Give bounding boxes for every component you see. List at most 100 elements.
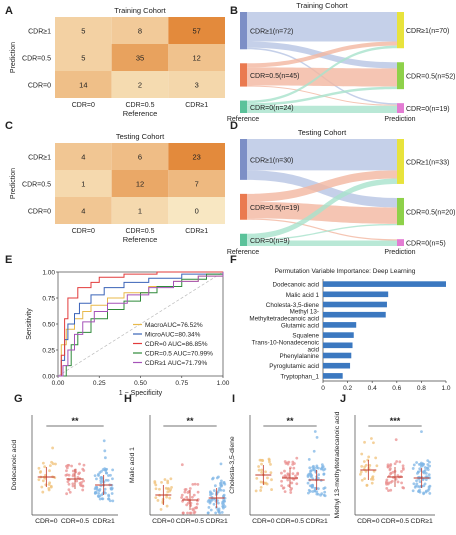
data-point — [191, 482, 195, 486]
data-point — [207, 506, 211, 509]
data-point — [411, 489, 415, 493]
x-tick-label: CDR≥1 — [206, 518, 228, 525]
heatmap-cell — [55, 71, 112, 98]
data-point — [188, 511, 192, 515]
data-point — [424, 471, 428, 475]
data-point — [170, 485, 173, 489]
data-point — [167, 487, 170, 490]
data-point — [369, 477, 373, 481]
data-point — [269, 471, 273, 475]
data-point — [388, 467, 392, 471]
heatmap-cell — [168, 143, 225, 170]
data-point — [415, 461, 419, 464]
data-point — [412, 482, 416, 486]
data-point — [217, 488, 221, 492]
heatmap-cell — [111, 17, 169, 44]
significance-stars: ** — [186, 416, 194, 426]
data-point — [169, 477, 173, 481]
sankey-prediction-label: Prediction — [384, 116, 415, 123]
y-axis-label: Prediction — [10, 168, 17, 199]
importance-bar — [323, 342, 353, 349]
data-point — [418, 480, 422, 484]
legend-label: MicroAUC=80.34% — [145, 332, 201, 339]
data-point — [221, 500, 225, 504]
data-point — [166, 490, 170, 494]
heatmap-value: 12 — [136, 180, 144, 189]
sankey-flow — [247, 105, 397, 113]
data-point — [195, 506, 198, 510]
sankey-flow — [247, 67, 397, 87]
data-point — [71, 484, 75, 488]
bar-category-label: Methyl 13- — [290, 309, 319, 316]
bar-category-label: Squalene — [292, 333, 319, 340]
x-tick-label: CDR=0.5 — [61, 518, 89, 525]
data-point — [161, 500, 165, 503]
data-point — [257, 468, 261, 472]
data-point — [196, 490, 200, 494]
data-point — [54, 462, 57, 466]
data-point — [64, 473, 68, 477]
y-axis-label: Methyl 13-methyltetradecanoic acid — [334, 411, 341, 518]
data-point — [368, 464, 372, 467]
data-point — [283, 490, 287, 494]
data-point — [423, 466, 427, 469]
data-point — [183, 488, 187, 492]
sankey-node-left — [240, 233, 247, 246]
data-point — [97, 489, 101, 493]
data-point — [418, 485, 422, 489]
panel-letter-h: H — [124, 393, 132, 405]
data-point — [281, 486, 285, 490]
sankey-flow — [247, 218, 397, 241]
bar-category-label: Malic acid 1 — [286, 292, 320, 299]
bar-category-label: acid — [307, 346, 319, 353]
data-point — [188, 487, 192, 490]
x-tick-label: 0.00 — [52, 380, 65, 387]
data-point — [47, 486, 51, 490]
data-point — [370, 481, 374, 485]
data-point — [100, 477, 104, 481]
data-point — [296, 472, 300, 476]
data-point — [96, 472, 100, 476]
data-point — [388, 464, 392, 468]
data-point — [317, 473, 321, 477]
sankey-left-label: CDR=0.5(n=45) — [250, 73, 299, 80]
heatmap-cell — [168, 44, 225, 71]
x-tick-label: CDR≥1 — [411, 518, 433, 525]
data-point — [81, 484, 84, 488]
heatmap-value: 35 — [136, 54, 144, 63]
data-point — [216, 501, 220, 505]
x-tick-label: CDR=0.5 — [176, 518, 204, 525]
heatmap-cell — [168, 197, 225, 224]
data-point — [166, 481, 170, 485]
sankey-right-label: CDR≥1(n=33) — [406, 159, 449, 166]
data-point — [196, 482, 200, 486]
legend-label: MacroAUC=76.52% — [145, 322, 203, 329]
data-point — [421, 464, 425, 467]
data-point — [312, 449, 316, 453]
data-point — [109, 473, 112, 477]
x-tick-label: CDR=0 — [72, 102, 95, 109]
data-point — [395, 460, 399, 463]
data-point — [43, 465, 47, 469]
data-point — [363, 477, 367, 481]
data-point — [65, 469, 68, 473]
panel-letter-j: J — [340, 393, 346, 405]
data-point — [364, 469, 368, 473]
sankey-node-left — [240, 193, 247, 220]
heatmap-cell — [168, 71, 225, 98]
sankey-flow — [247, 12, 397, 42]
data-point — [37, 478, 41, 482]
data-point — [103, 456, 107, 460]
data-point — [181, 511, 185, 515]
data-point — [266, 476, 269, 480]
sankey-left-label: CDR=0(n=24) — [250, 105, 294, 112]
heatmap-cell — [111, 143, 169, 170]
data-point — [359, 470, 363, 474]
data-point — [306, 481, 310, 485]
data-point — [186, 511, 189, 515]
data-point — [295, 482, 299, 486]
data-point — [44, 483, 48, 487]
bar-category-label: Pyroglutamic acid — [269, 363, 319, 370]
data-point — [106, 478, 110, 482]
data-point — [287, 484, 291, 488]
